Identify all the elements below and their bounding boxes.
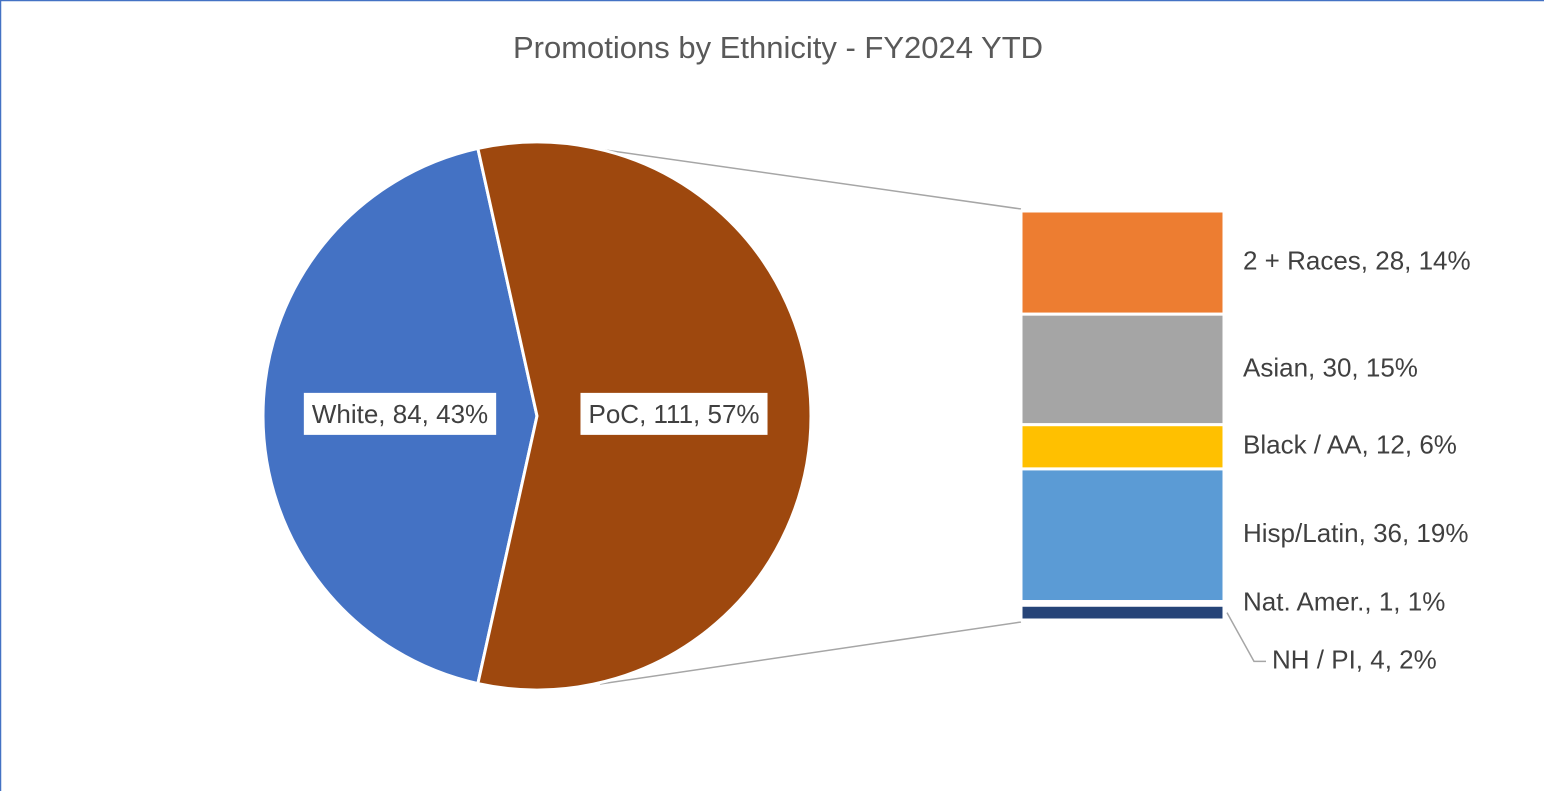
connector-line <box>599 621 1022 685</box>
data-label: Hisp/Latin, 36, 19% <box>1243 518 1468 548</box>
data-label: Black / AA, 12, 6% <box>1243 430 1457 460</box>
data-label: NH / PI, 4, 2% <box>1272 644 1437 674</box>
data-label: Nat. Amer., 1, 1% <box>1243 586 1445 616</box>
label-background <box>303 392 497 435</box>
bar-segment <box>1019 423 1226 471</box>
chart-title: Promotions by Ethnicity - FY2024 YTD <box>513 30 1043 65</box>
data-label: White, 84, 43% <box>312 399 488 429</box>
bar-segment <box>1019 467 1226 604</box>
data-label: 2 + Races, 28, 14% <box>1243 245 1471 275</box>
data-label: Asian, 30, 15% <box>1243 352 1418 382</box>
label-background <box>580 392 768 435</box>
connector-line <box>604 149 1022 210</box>
data-label: PoC, 111, 57% <box>588 399 759 429</box>
bar-segment <box>1019 312 1226 427</box>
bar-segment <box>1019 603 1226 622</box>
leader-line <box>1226 612 1266 663</box>
bar-segment <box>1019 209 1226 316</box>
